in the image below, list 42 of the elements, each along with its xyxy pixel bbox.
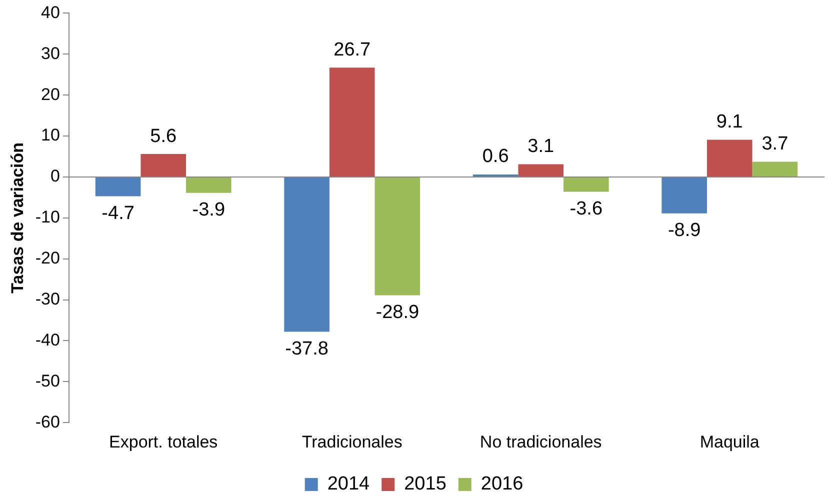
bar — [564, 177, 609, 192]
y-tick-label: -10 — [35, 208, 60, 227]
data-label: 26.7 — [334, 39, 371, 60]
y-tick-label: 30 — [41, 44, 60, 63]
bar — [329, 68, 375, 176]
bar — [706, 140, 752, 176]
data-label: -28.9 — [376, 302, 420, 324]
data-label: -8.9 — [668, 220, 701, 242]
data-label: -4.7 — [102, 202, 134, 224]
x-tick-label: Maquila — [700, 432, 760, 452]
bar — [140, 154, 186, 176]
bar — [662, 177, 707, 214]
data-label: -37.8 — [285, 338, 328, 360]
bar — [752, 162, 798, 176]
y-tick-label: 20 — [41, 84, 60, 104]
y-tick-label: -50 — [35, 371, 60, 390]
bar — [518, 164, 564, 176]
bar — [374, 177, 420, 296]
legend-label: 2016 — [480, 474, 524, 495]
data-label: 5.6 — [150, 126, 177, 147]
bar — [95, 177, 141, 196]
data-label: -3.6 — [570, 198, 603, 220]
y-tick-label: -20 — [35, 248, 60, 268]
legend-label: 2014 — [327, 474, 370, 495]
y-tick-label: -40 — [35, 330, 60, 350]
y-tick-label: 0 — [50, 166, 60, 186]
x-tick-label: Export. totales — [109, 432, 218, 452]
y-tick-label: 40 — [41, 2, 60, 22]
data-label: 9.1 — [716, 111, 743, 132]
data-label: 3.1 — [528, 136, 554, 158]
data-label: 3.7 — [762, 134, 788, 155]
legend-label: 2015 — [404, 474, 446, 495]
y-axis-title: Tasas de variación — [8, 142, 27, 294]
data-label: 0.6 — [482, 146, 509, 168]
bar — [284, 177, 330, 332]
y-tick-label: -30 — [35, 289, 60, 308]
x-tick-label: No tradicionales — [480, 432, 602, 452]
y-tick-label: -60 — [35, 412, 60, 432]
bar — [186, 177, 232, 193]
x-tick-label: Tradicionales — [302, 432, 402, 452]
y-tick-label: 10 — [41, 126, 60, 145]
data-label: -3.9 — [192, 200, 226, 221]
